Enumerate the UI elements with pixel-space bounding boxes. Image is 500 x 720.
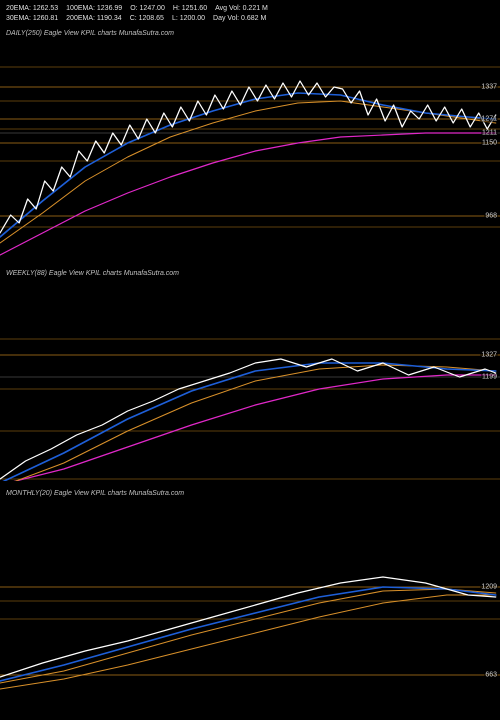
level-label: 1209 <box>480 583 498 590</box>
chart-svg-weekly <box>0 281 500 481</box>
level-label: 663 <box>484 671 498 678</box>
level-label: 1199 <box>481 373 498 380</box>
series-ema_mid <box>0 589 496 683</box>
ema30-label: 30EMA: 1260.81 <box>6 14 58 24</box>
avgvol-label: Avg Vol: 0.221 M <box>215 4 268 14</box>
panel-title-monthly: MONTHLY(20) Eagle View KPIL charts Munaf… <box>0 486 500 501</box>
low-label: L: 1200.00 <box>172 14 205 24</box>
header-row-2: 30EMA: 1260.81 200EMA: 1190.34 C: 1208.6… <box>6 14 494 24</box>
chart-panel-weekly: WEEKLY(88) Eagle View KPIL charts Munafa… <box>0 266 500 486</box>
level-label: 1150 <box>481 139 498 146</box>
chart-panel-monthly: MONTHLY(20) Eagle View KPIL charts Munaf… <box>0 486 500 706</box>
chart-svg-daily <box>0 41 500 261</box>
level-label: 1271 <box>480 115 498 122</box>
chart-area-weekly[interactable]: 1327 1199 <box>0 281 500 481</box>
dayvol-label: Day Vol: 0.682 M <box>213 14 266 24</box>
ema20-label: 20EMA: 1262.53 <box>6 4 58 14</box>
close-label: C: 1208.65 <box>130 14 164 24</box>
chart-svg-monthly <box>0 501 500 701</box>
series-ema_fast <box>0 363 496 481</box>
open-label: O: 1247.00 <box>130 4 165 14</box>
series-ema_mid <box>0 101 496 243</box>
chart-area-monthly[interactable]: 1209 663 <box>0 501 500 701</box>
ema200-label: 200EMA: 1190.34 <box>66 14 122 24</box>
ema100-label: 100EMA: 1236.99 <box>66 4 122 14</box>
level-label: 1327 <box>480 351 498 358</box>
header-row-1: 20EMA: 1262.53 100EMA: 1236.99 O: 1247.0… <box>6 4 494 14</box>
chart-panel-daily: DAILY(250) Eagle View KPIL charts Munafa… <box>0 26 500 266</box>
panel-title-weekly: WEEKLY(88) Eagle View KPIL charts Munafa… <box>0 266 500 281</box>
chart-area-daily[interactable]: 1337 1271 1211 1150 968 <box>0 41 500 261</box>
panel-title-daily: DAILY(250) Eagle View KPIL charts Munafa… <box>0 26 500 41</box>
series-ema_slow <box>0 133 496 255</box>
level-label: 968 <box>484 212 498 219</box>
level-label: 1337 <box>480 83 498 90</box>
series-ema_mid <box>0 365 496 481</box>
series-ema_slow <box>0 375 496 481</box>
indicator-header: 20EMA: 1262.53 100EMA: 1236.99 O: 1247.0… <box>0 0 500 26</box>
panels-container: DAILY(250) Eagle View KPIL charts Munafa… <box>0 26 500 706</box>
high-label: H: 1251.60 <box>173 4 207 14</box>
series-price <box>0 81 496 233</box>
level-label: 1211 <box>481 129 498 136</box>
